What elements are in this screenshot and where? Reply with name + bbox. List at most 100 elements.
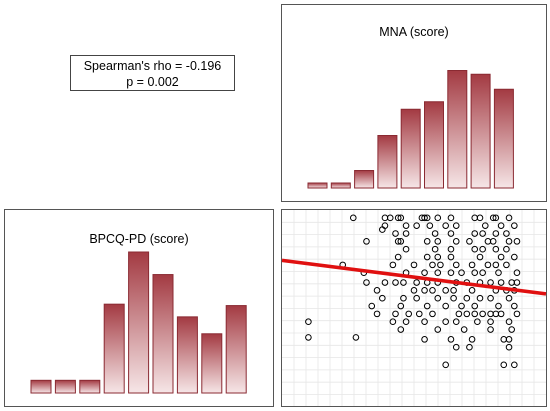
histogram-bar xyxy=(201,333,223,394)
scatter-point xyxy=(476,294,484,302)
scatter-point xyxy=(505,214,513,222)
histogram-bar xyxy=(54,379,76,394)
scatter-point xyxy=(415,310,423,318)
bpcq-histogram-panel: BPCQ-PD (score) xyxy=(4,209,274,407)
scatter-point xyxy=(471,310,479,318)
scatter-point xyxy=(487,310,494,318)
scatter-point xyxy=(500,361,508,369)
histogram-bar xyxy=(493,88,514,189)
scatter-point xyxy=(421,336,428,343)
histogram-bar xyxy=(152,274,174,394)
scatter-point xyxy=(474,318,481,326)
scatter-point xyxy=(447,336,455,343)
histogram-bar xyxy=(377,135,398,189)
histogram-bar xyxy=(400,108,421,189)
scatter-point xyxy=(505,294,513,302)
scatter-point xyxy=(352,334,360,341)
scatter-point xyxy=(468,336,476,343)
scatter-point xyxy=(413,294,420,302)
scatter-point xyxy=(442,302,449,310)
scatter-point xyxy=(394,253,402,261)
scatter-point xyxy=(479,310,486,318)
scatter-point xyxy=(489,214,497,222)
scatter-point xyxy=(421,214,428,222)
histogram-bar xyxy=(176,316,198,394)
scatter-point xyxy=(468,287,476,294)
scatter-point xyxy=(381,214,389,222)
scatter-point xyxy=(413,279,420,286)
histogram-bar xyxy=(307,182,328,189)
scatter-point xyxy=(458,269,465,277)
scatter-point xyxy=(492,214,500,222)
histogram-bar xyxy=(103,303,125,394)
scatter-point xyxy=(400,294,407,302)
scatter-point xyxy=(452,343,460,351)
scatter-point xyxy=(397,238,405,245)
scatter-point xyxy=(471,230,479,237)
scatter-point xyxy=(508,326,515,333)
scatter-point xyxy=(497,279,505,286)
scatter-point xyxy=(381,279,389,286)
scatter-point xyxy=(476,214,484,222)
scatter-point xyxy=(458,302,465,310)
scatter-point xyxy=(421,269,428,277)
scatter-point xyxy=(368,302,376,310)
bpcq-histogram-title: BPCQ-PD (score) xyxy=(89,232,189,246)
scatter-point xyxy=(503,230,510,237)
scatter-point xyxy=(503,261,510,269)
scatter-point xyxy=(492,230,500,237)
scatter-point xyxy=(305,318,312,326)
scatter-point xyxy=(513,310,521,318)
scatter-point xyxy=(431,245,439,253)
scatter-point xyxy=(513,238,521,245)
scatter-point xyxy=(479,245,486,253)
histogram-bar xyxy=(424,101,444,189)
scatter-point xyxy=(505,318,513,326)
bpcq-histogram xyxy=(30,251,247,394)
scatter-point xyxy=(471,245,479,253)
scatter-point xyxy=(431,230,439,237)
histogram-bar xyxy=(128,251,150,394)
histogram-bar xyxy=(30,379,52,394)
scatter-point xyxy=(379,294,386,302)
scatter-point xyxy=(503,245,510,253)
scatter-point xyxy=(471,214,479,222)
histogram-bar xyxy=(470,73,491,189)
scatter-point xyxy=(492,245,500,253)
scatter-point xyxy=(500,336,508,343)
histogram-bar xyxy=(354,170,375,189)
scatter-point xyxy=(389,261,397,269)
histogram-bar xyxy=(225,305,247,394)
scatter-point xyxy=(442,318,449,326)
scatter-point xyxy=(497,222,505,229)
scatter-point xyxy=(452,238,460,245)
scatter-point xyxy=(400,279,407,286)
scatter-point xyxy=(505,238,513,245)
scatter-point xyxy=(455,310,463,318)
correlation-stats-box: Spearman's rho = -0.196 p = 0.002 xyxy=(70,55,235,91)
scatter-point xyxy=(402,318,410,326)
scatter-point xyxy=(447,253,455,261)
mna-histogram xyxy=(307,70,514,189)
scatter-point xyxy=(373,287,381,294)
p-value-label: p = 0.002 xyxy=(126,75,179,89)
scatter-point xyxy=(513,279,521,286)
scatter-point xyxy=(442,287,449,294)
scatter-point xyxy=(450,294,457,302)
scatter-plot xyxy=(281,210,547,406)
mna-histogram-title: MNA (score) xyxy=(379,25,449,39)
scatter-point xyxy=(471,302,479,310)
scatter-point xyxy=(463,294,471,302)
scatter-point xyxy=(487,326,494,333)
scatter-point xyxy=(421,318,428,326)
scatter-point xyxy=(495,302,502,310)
mna-histogram-panel: MNA (score) xyxy=(281,4,547,202)
scatter-point xyxy=(421,287,428,294)
scatter-point xyxy=(410,261,418,269)
scatter-point xyxy=(463,310,471,318)
scatter-point xyxy=(434,269,442,277)
scatter-point xyxy=(429,287,436,294)
regression-line xyxy=(281,258,547,296)
scatter-point xyxy=(447,214,455,222)
scatter-point xyxy=(471,269,479,277)
